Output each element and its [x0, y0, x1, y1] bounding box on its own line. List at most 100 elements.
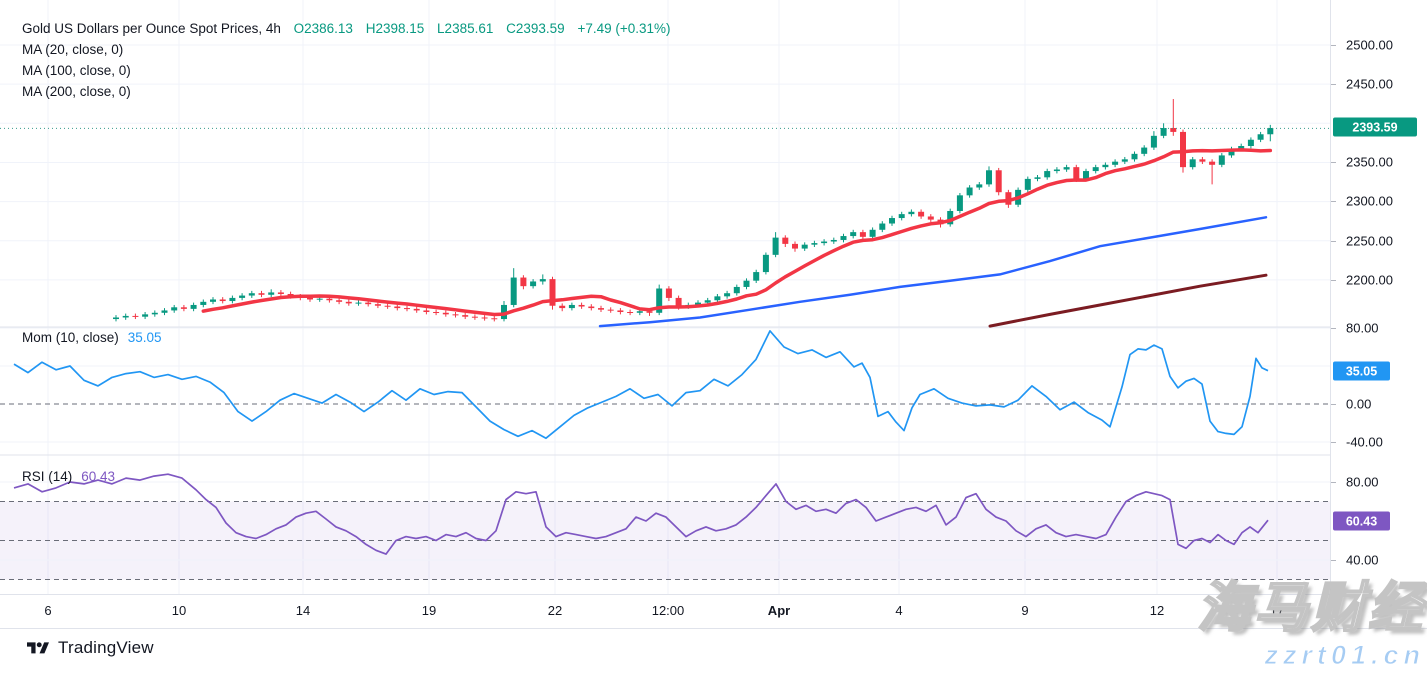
candle-body	[762, 254, 769, 273]
candle-body	[248, 293, 255, 296]
candle-body	[142, 314, 149, 317]
price-axis-label: 80.00	[1346, 474, 1379, 490]
candle-body	[1102, 164, 1109, 168]
time-axis-label: Apr	[767, 603, 791, 618]
price-axis-label: 40.00	[1346, 552, 1379, 568]
candle-body	[1073, 167, 1080, 179]
candle-body	[733, 286, 740, 294]
price-badge: 60.43	[1333, 511, 1390, 531]
price-axis-tick	[1331, 280, 1336, 281]
candle-body	[753, 272, 760, 281]
time-axis-label: 19	[421, 603, 437, 618]
candle-body	[772, 237, 779, 255]
time-axis[interactable]: 6 10 14 19 22 12:00 Apr 4 9 12 17	[0, 594, 1427, 629]
candle-body	[404, 308, 410, 310]
candle-body	[724, 293, 731, 297]
indicator-label-rsi[interactable]: RSI (14) 60.43	[22, 469, 115, 484]
candle-body	[956, 195, 963, 211]
price-badge: 2393.59	[1333, 117, 1417, 137]
time-axis-label: 4	[895, 603, 903, 618]
candle-body	[1024, 178, 1031, 190]
chart-canvas[interactable]	[0, 0, 1330, 594]
time-axis-label: 12	[1149, 603, 1165, 618]
candle-body	[927, 216, 934, 220]
candle-body	[1189, 159, 1196, 168]
ohlc-high: H2398.15	[365, 21, 425, 36]
candle-body	[1238, 146, 1245, 150]
price-axis[interactable]: 2500.00 2450.00 2350.00 2300.00 2250.00 2200.…	[1330, 0, 1427, 627]
symbol-title[interactable]: Gold US Dollars per Ounce Spot Prices, 4…	[22, 21, 281, 36]
time-axis-label: 6	[44, 603, 52, 618]
indicator-label-ma200[interactable]: MA (200, close, 0)	[22, 84, 131, 99]
candle-body	[811, 243, 818, 245]
symbol-row: Gold US Dollars per Ounce Spot Prices, 4…	[22, 18, 671, 39]
candle-body	[908, 211, 915, 215]
time-axis-label: 12:00	[651, 603, 685, 618]
price-axis-label: 2500.00	[1346, 37, 1393, 53]
candle-body	[879, 223, 886, 230]
candle-body	[384, 305, 391, 307]
candle-body	[491, 318, 498, 320]
candle-body	[1150, 135, 1157, 148]
watermark-url-text: zzrt01.cn	[1264, 640, 1425, 671]
momentum-line	[13, 330, 1269, 440]
candle-body	[161, 310, 168, 313]
candle-body	[520, 277, 527, 287]
candle-body	[782, 237, 789, 244]
candle-body	[821, 241, 828, 244]
candle-body	[1005, 192, 1012, 205]
candle-body	[394, 306, 401, 309]
tradingview-logo-icon	[27, 639, 49, 658]
candle-body	[1267, 127, 1274, 135]
chart-legend: Gold US Dollars per Ounce Spot Prices, 4…	[22, 18, 671, 102]
tradingview-logo-text: TradingView	[58, 638, 154, 657]
time-axis-label: 14	[295, 603, 311, 618]
candle-body	[792, 243, 798, 249]
candle-body	[530, 281, 537, 287]
candle-body	[481, 317, 488, 319]
candle-body	[229, 297, 236, 302]
candle-body	[365, 302, 372, 305]
candle-body	[607, 309, 614, 311]
indicator-label-momentum[interactable]: Mom (10, close) 35.05	[22, 330, 162, 345]
price-axis-label: 0.00	[1346, 396, 1372, 412]
candle-body	[1199, 159, 1206, 162]
candle-body	[568, 304, 575, 309]
candle-body	[1121, 159, 1128, 162]
ma200-line	[988, 273, 1268, 328]
price-axis-tick	[1331, 162, 1336, 163]
candle-body	[986, 170, 992, 185]
indicator-label-ma20[interactable]: MA (20, close, 0)	[22, 42, 124, 57]
candle-body	[995, 170, 1002, 193]
candle-body	[180, 307, 187, 309]
price-axis-tick	[1331, 560, 1336, 561]
candle-body	[976, 184, 983, 188]
candle-body	[510, 277, 517, 305]
candle-body	[345, 301, 352, 304]
candle-body	[307, 297, 313, 300]
footer-logo-link[interactable]: TradingView	[27, 638, 154, 658]
candle-body	[171, 307, 178, 311]
candle-body	[918, 211, 925, 217]
candle-body	[743, 280, 750, 287]
candle-body	[898, 214, 905, 219]
candle-body	[869, 229, 876, 237]
candle-body	[501, 304, 507, 320]
candle-body	[122, 315, 129, 318]
candle-body	[433, 312, 440, 314]
candle-body	[656, 288, 663, 313]
candle-body	[1180, 131, 1186, 168]
candle-body	[559, 305, 566, 309]
price-axis-label: 2300.00	[1346, 193, 1393, 209]
candle-body	[1131, 153, 1138, 160]
indicator-label-ma100[interactable]: MA (100, close, 0)	[22, 63, 131, 78]
candle-body	[326, 298, 333, 301]
candle-body	[850, 232, 857, 237]
candle-body	[1092, 167, 1099, 172]
momentum-value: 35.05	[127, 330, 162, 345]
candle-body	[840, 236, 847, 240]
candle-body	[578, 304, 585, 307]
candle-body	[539, 279, 546, 282]
candle-body	[258, 293, 265, 295]
